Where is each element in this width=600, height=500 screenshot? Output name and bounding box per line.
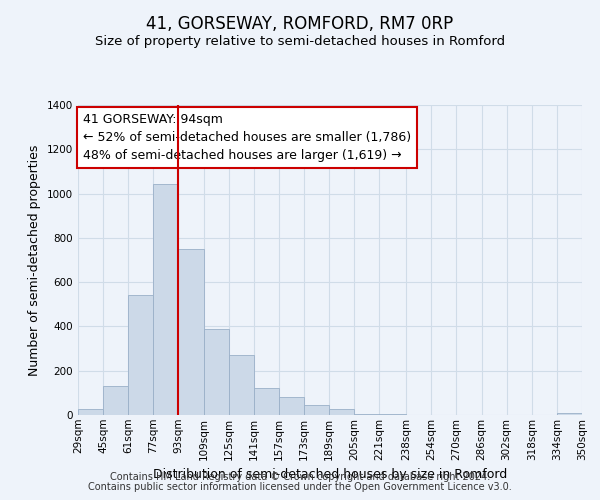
Text: Size of property relative to semi-detached houses in Romford: Size of property relative to semi-detach… xyxy=(95,35,505,48)
Bar xyxy=(128,296,154,415)
X-axis label: Distribution of semi-detached houses by size in Romford: Distribution of semi-detached houses by … xyxy=(153,468,507,481)
Bar xyxy=(355,414,379,415)
Bar xyxy=(203,328,229,415)
Bar xyxy=(154,184,178,415)
Text: 41 GORSEWAY: 94sqm
← 52% of semi-detached houses are smaller (1,786)
48% of semi: 41 GORSEWAY: 94sqm ← 52% of semi-detache… xyxy=(83,113,411,162)
Text: Contains public sector information licensed under the Open Government Licence v3: Contains public sector information licen… xyxy=(88,482,512,492)
Bar xyxy=(78,410,103,415)
Y-axis label: Number of semi-detached properties: Number of semi-detached properties xyxy=(28,144,41,376)
Text: Contains HM Land Registry data © Crown copyright and database right 2024.: Contains HM Land Registry data © Crown c… xyxy=(110,472,490,482)
Bar xyxy=(229,355,254,415)
Bar xyxy=(379,414,406,415)
Bar xyxy=(103,386,128,415)
Bar xyxy=(178,249,203,415)
Bar xyxy=(304,405,329,415)
Bar xyxy=(557,413,582,415)
Bar xyxy=(254,388,279,415)
Text: 41, GORSEWAY, ROMFORD, RM7 0RP: 41, GORSEWAY, ROMFORD, RM7 0RP xyxy=(146,15,454,33)
Bar xyxy=(329,410,355,415)
Bar xyxy=(279,398,304,415)
